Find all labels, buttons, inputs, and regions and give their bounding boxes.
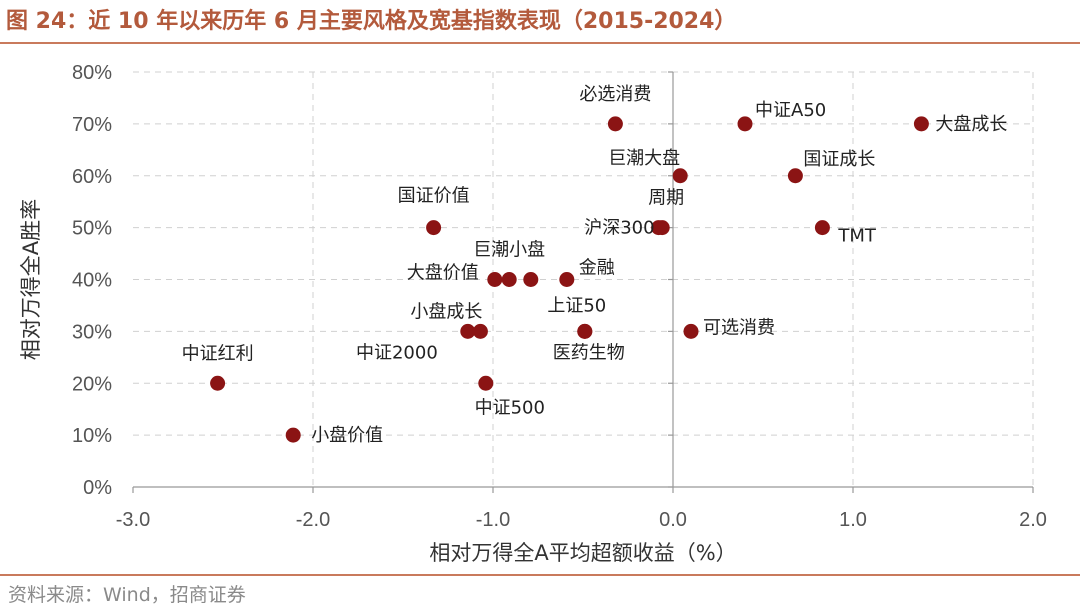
y-tick-label: 50% [72,218,112,240]
point-label: 医药生物 [553,342,625,363]
y-axis-title: 相对万得全A胜率 [19,199,43,360]
data-point [426,220,442,236]
grid [133,71,1034,487]
scatter-chart: 0% 10% 20% 30% 40% 50% 60% 70% 80% -3.0 -2.0 -1.0 0.… [19,62,1047,565]
y-tick-label: 40% [72,270,112,292]
x-tick-label: 0.0 [659,509,687,531]
y-tick-label: 70% [72,114,112,136]
data-point [787,168,803,184]
y-tick-label: 0% [83,477,112,499]
data-point [737,116,753,132]
data-point [210,375,226,391]
point-label: 大盘价值 [407,263,479,284]
y-tick-label: 20% [72,373,112,395]
data-point [814,220,830,236]
source-note: 资料来源：Wind，招商证券 [8,584,246,606]
point-label: 国证价值 [398,186,470,207]
y-tick-label: 80% [72,62,112,84]
tick-labels: 0% 10% 20% 30% 40% 50% 60% 70% 80% -3.0 -2.0 -1.0 0.… [72,62,1047,531]
data-point [683,323,699,339]
data-point [460,323,476,339]
x-tick-label: -3.0 [116,509,150,531]
point-label: 巨潮大盘 [608,148,680,169]
x-tick-label: 2.0 [1019,509,1047,531]
point-label: 中证A50 [755,100,826,121]
data-point [501,272,517,287]
x-tick-label: 1.0 [839,509,867,531]
data-point [478,375,494,391]
data-point [487,272,503,287]
x-tick-label: -2.0 [296,509,330,531]
point-label: 中证红利 [182,343,254,364]
point-label: 可选消费 [703,317,775,338]
point-label: 大盘成长 [935,114,1007,135]
data-point [285,427,301,443]
data-points [210,116,929,443]
data-point [651,220,667,236]
axes [132,71,1034,493]
point-label: 金融 [579,258,615,279]
x-axis-title: 相对万得全A平均超额收益（%） [429,541,736,565]
point-label: 上证50 [547,295,606,316]
point-label: 中证500 [475,397,545,418]
data-point [672,168,688,184]
y-tick-label: 30% [72,321,112,343]
data-point [523,272,539,287]
point-label: 沪深300 [584,218,654,239]
y-tick-label: 10% [72,425,112,447]
data-point [607,116,623,132]
data-point [472,323,488,339]
y-tick-label: 60% [72,166,112,188]
point-label: 小盘成长 [410,301,482,322]
data-point [913,116,929,132]
point-label: 中证2000 [356,342,438,363]
x-tick-label: -1.0 [476,509,510,531]
point-label: 小盘价值 [311,425,383,446]
source-divider [0,574,1080,576]
data-point [577,323,593,339]
point-label: 必选消费 [579,84,651,105]
point-label: TMT [837,226,877,247]
data-point [559,272,575,287]
point-label: 国证成长 [803,149,875,170]
point-label: 周期 [648,188,684,209]
point-label: 巨潮小盘 [473,240,545,261]
title-divider [0,42,1080,44]
figure-title: 图 24：近 10 年以来历年 6 月主要风格及宽基指数表现（2015-2024… [6,9,737,34]
